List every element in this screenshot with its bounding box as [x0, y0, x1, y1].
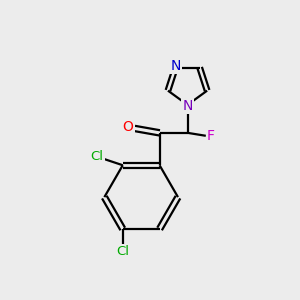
Text: N: N [170, 59, 181, 73]
Text: Cl: Cl [91, 150, 103, 163]
Text: Cl: Cl [116, 245, 129, 258]
Text: N: N [182, 99, 193, 113]
Text: F: F [207, 129, 215, 143]
Text: O: O [123, 120, 134, 134]
